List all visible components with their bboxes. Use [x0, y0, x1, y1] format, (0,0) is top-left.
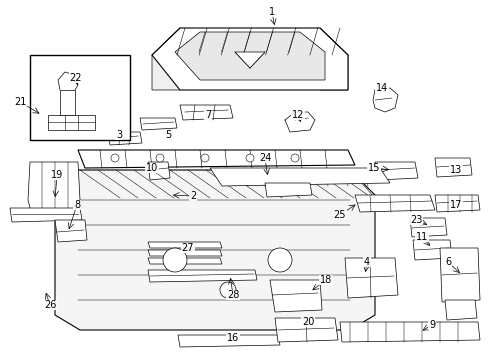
- Polygon shape: [345, 258, 397, 298]
- Text: 24: 24: [258, 153, 271, 163]
- Polygon shape: [178, 335, 280, 347]
- Bar: [30, 55, 130, 140]
- Text: 2: 2: [189, 191, 196, 201]
- Text: 20: 20: [301, 317, 314, 327]
- Text: 10: 10: [145, 163, 158, 173]
- Text: 23: 23: [409, 215, 421, 225]
- Text: 5: 5: [164, 130, 171, 140]
- Text: 21: 21: [14, 97, 26, 107]
- Polygon shape: [439, 248, 479, 302]
- Polygon shape: [319, 28, 347, 90]
- Polygon shape: [148, 162, 170, 180]
- Text: 27: 27: [182, 243, 194, 253]
- Circle shape: [163, 248, 186, 272]
- Polygon shape: [409, 218, 446, 237]
- Polygon shape: [274, 318, 337, 342]
- Polygon shape: [412, 240, 451, 260]
- Text: 3: 3: [116, 130, 122, 140]
- Polygon shape: [339, 322, 479, 342]
- Polygon shape: [209, 168, 389, 186]
- Circle shape: [267, 248, 291, 272]
- Polygon shape: [60, 90, 75, 115]
- Text: 18: 18: [319, 275, 331, 285]
- Polygon shape: [180, 105, 232, 120]
- Polygon shape: [148, 258, 222, 264]
- Text: 1: 1: [268, 7, 274, 17]
- Polygon shape: [434, 158, 471, 177]
- Circle shape: [201, 154, 208, 162]
- Text: 15: 15: [367, 163, 379, 173]
- Text: 7: 7: [204, 110, 211, 120]
- Text: 19: 19: [51, 170, 63, 180]
- Polygon shape: [434, 195, 479, 212]
- Polygon shape: [140, 118, 177, 130]
- Text: 14: 14: [375, 83, 387, 93]
- Polygon shape: [152, 28, 180, 90]
- Polygon shape: [264, 183, 311, 197]
- Circle shape: [156, 154, 163, 162]
- Polygon shape: [444, 300, 476, 320]
- Polygon shape: [10, 208, 82, 222]
- Text: 26: 26: [44, 300, 56, 310]
- Polygon shape: [148, 270, 257, 282]
- Text: 17: 17: [449, 200, 461, 210]
- Circle shape: [111, 154, 119, 162]
- Circle shape: [245, 154, 253, 162]
- Polygon shape: [152, 28, 347, 90]
- Text: 12: 12: [291, 110, 304, 120]
- Polygon shape: [175, 32, 325, 80]
- Polygon shape: [269, 280, 321, 312]
- Text: 6: 6: [444, 257, 450, 267]
- Polygon shape: [28, 162, 80, 215]
- Polygon shape: [354, 195, 434, 212]
- Text: 25: 25: [333, 210, 346, 220]
- Polygon shape: [148, 242, 222, 248]
- Text: 4: 4: [363, 257, 369, 267]
- Polygon shape: [78, 150, 354, 168]
- Text: 13: 13: [449, 165, 461, 175]
- Circle shape: [220, 282, 236, 298]
- Polygon shape: [235, 52, 264, 68]
- Text: 8: 8: [74, 200, 80, 210]
- Text: 11: 11: [415, 232, 427, 242]
- Polygon shape: [48, 115, 95, 130]
- Polygon shape: [55, 220, 87, 242]
- Polygon shape: [108, 132, 142, 145]
- Text: 16: 16: [226, 333, 239, 343]
- Text: 22: 22: [70, 73, 82, 83]
- Text: 9: 9: [428, 320, 434, 330]
- Text: 28: 28: [226, 290, 239, 300]
- Circle shape: [290, 154, 298, 162]
- Polygon shape: [55, 170, 374, 330]
- Polygon shape: [148, 250, 222, 256]
- Polygon shape: [374, 162, 417, 180]
